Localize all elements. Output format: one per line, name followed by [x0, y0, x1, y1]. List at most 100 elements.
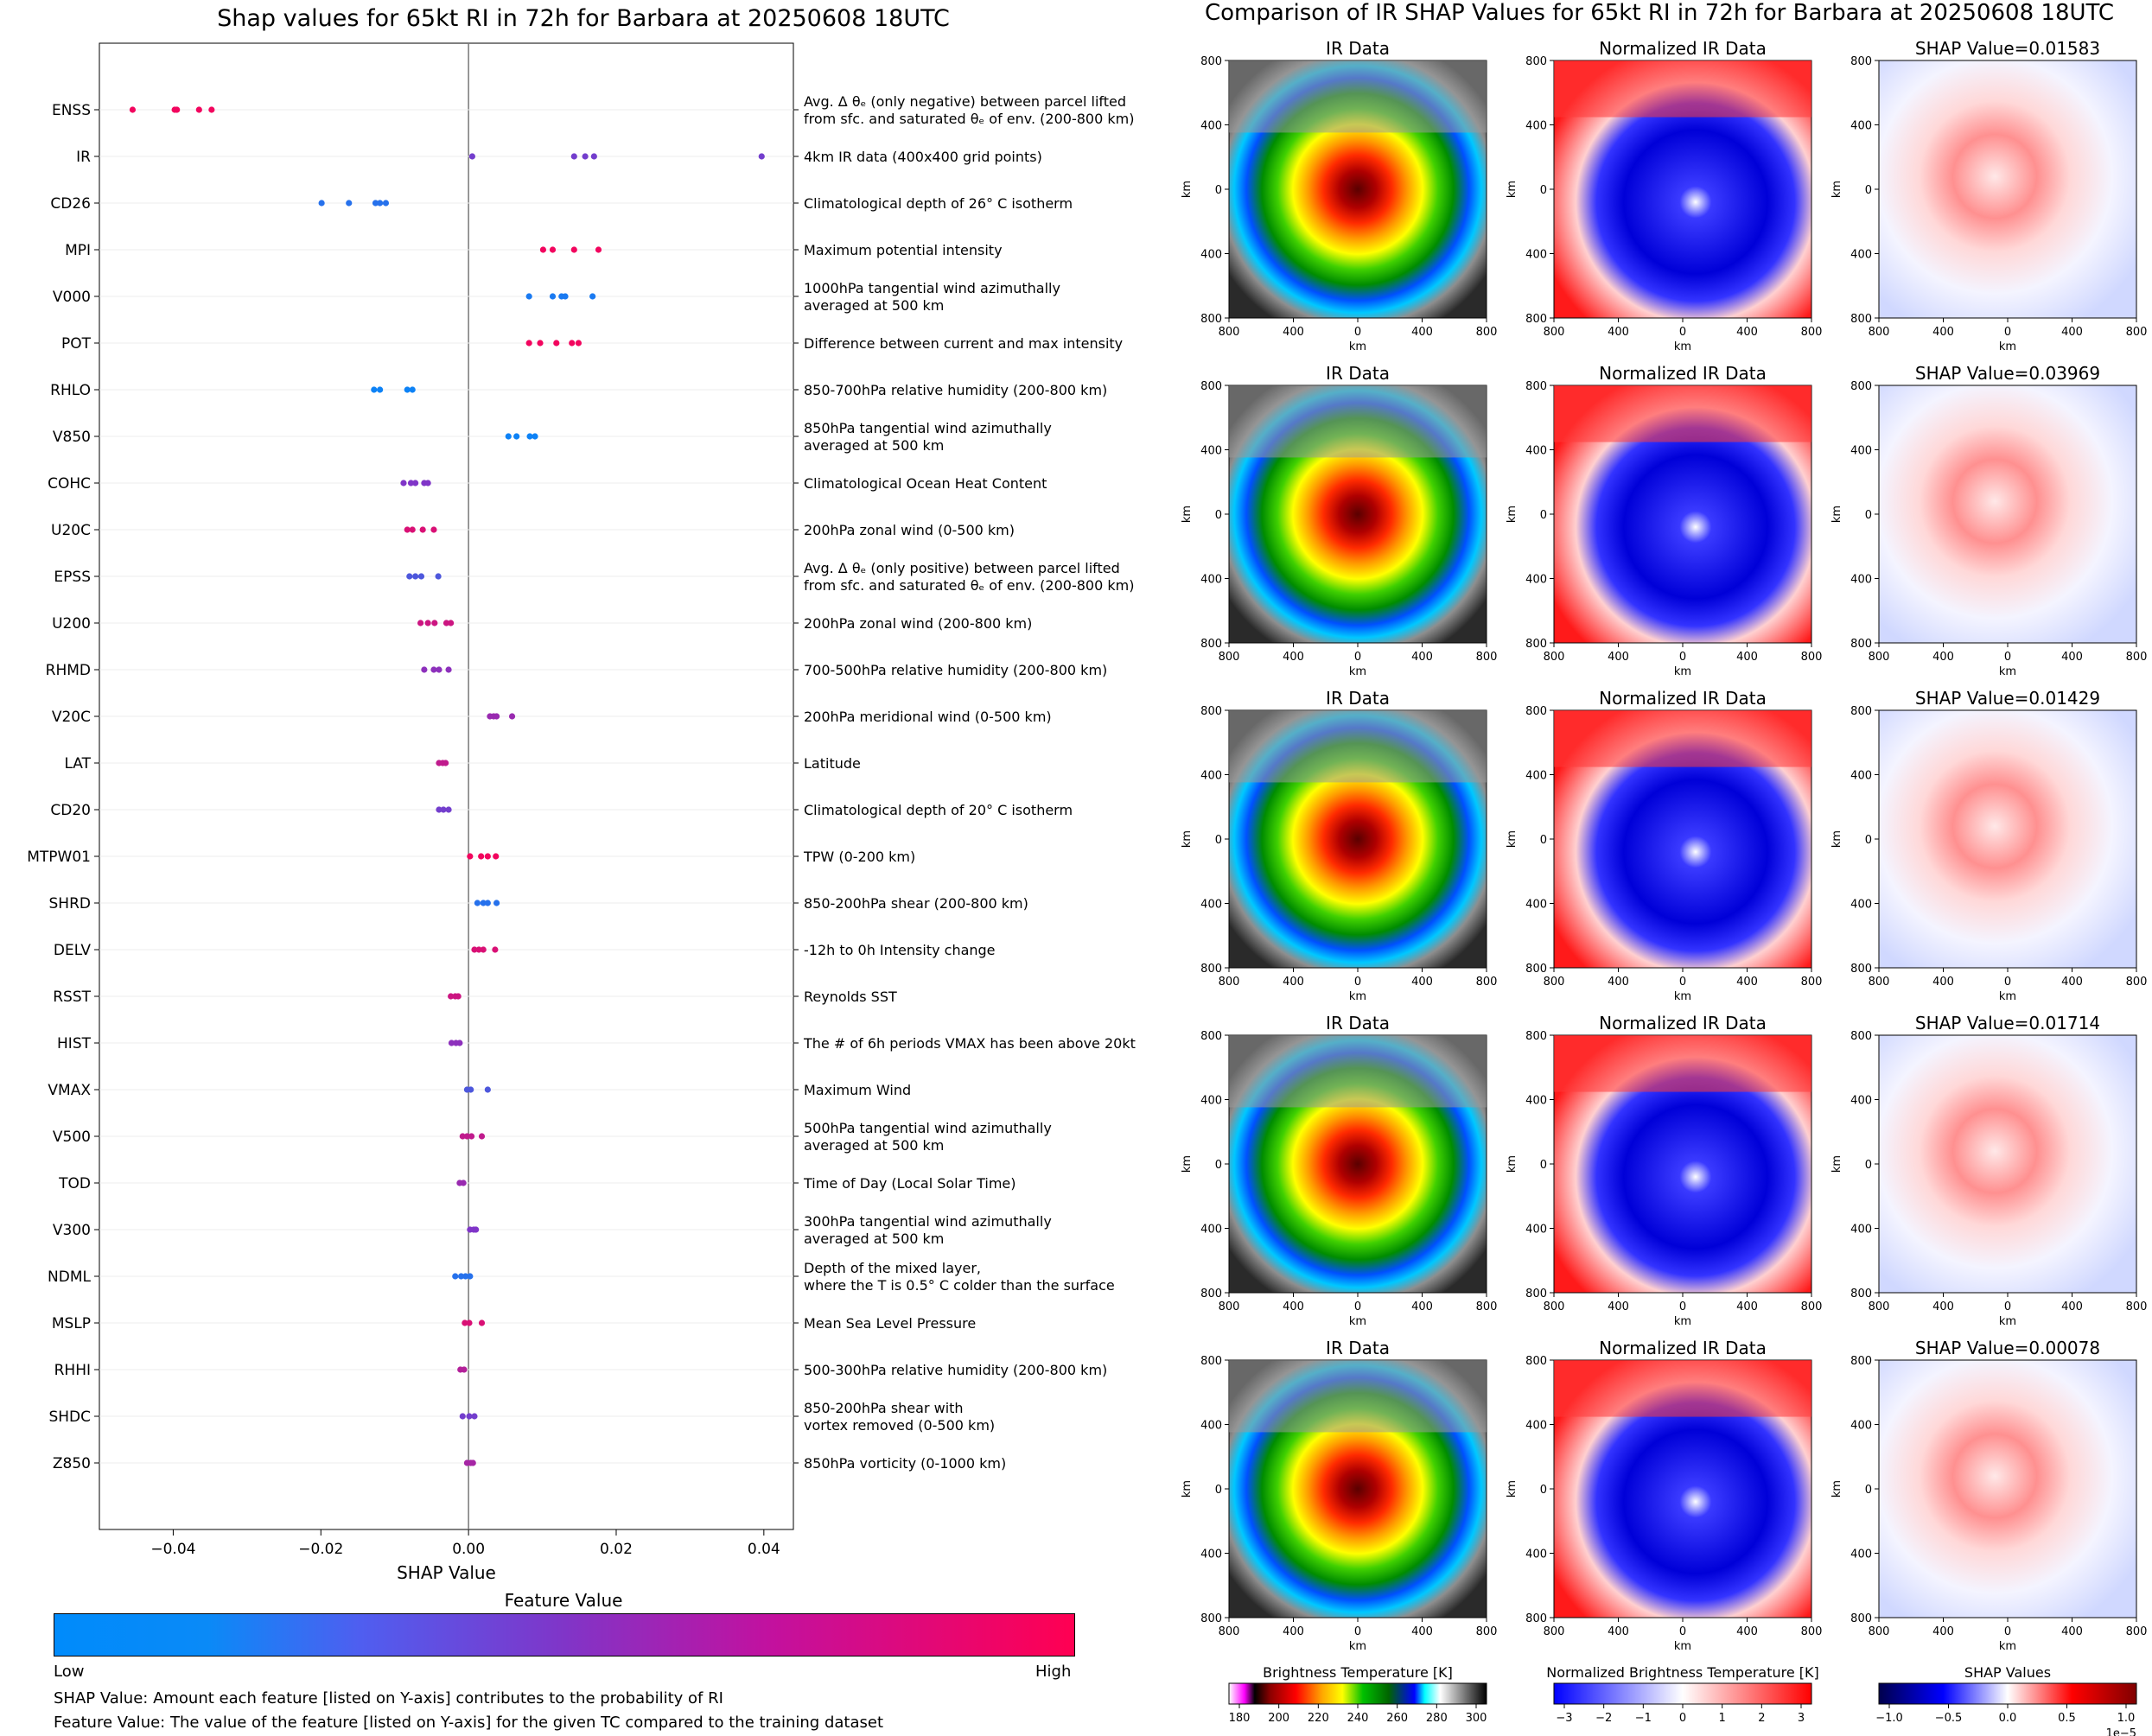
image-y-tick-label: 0	[1540, 509, 1547, 522]
image-y-tick-label: 400	[1850, 249, 1872, 262]
shap-point	[430, 666, 437, 673]
image-x-tick-label: 400	[1608, 1300, 1629, 1313]
feature-label: MSLP	[52, 1315, 91, 1332]
shap-point	[412, 480, 419, 486]
shap-point	[424, 620, 431, 626]
feature-description: Climatological Ocean Heat Content	[804, 475, 1047, 492]
image-y-tick-label: 400	[1200, 899, 1222, 912]
ir-cold-region	[1229, 1035, 1487, 1108]
image-x-tick-label: 400	[1608, 651, 1629, 664]
shap-point	[372, 200, 379, 207]
feature-description: 850hPa tangential wind azimuthally	[804, 420, 1052, 436]
shap-point	[467, 1273, 474, 1280]
shap-point	[462, 1319, 468, 1326]
shap-point	[549, 246, 557, 253]
shap-point	[466, 1413, 473, 1420]
shap-point	[462, 1273, 469, 1280]
image-x-tick-label: 0	[1679, 651, 1686, 664]
feature-description: averaged at 500 km	[804, 437, 944, 454]
image-y-tick-label: 800	[1525, 380, 1547, 393]
image-y-tick-label: 400	[1850, 574, 1872, 587]
image-x-axis-label: km	[1349, 1640, 1366, 1653]
image-y-axis-label: km	[1506, 1480, 1518, 1498]
image-y-tick-label: 800	[1200, 963, 1222, 976]
feature-label: RHLO	[50, 382, 91, 399]
shap-point	[406, 573, 413, 580]
shap-point	[318, 200, 325, 207]
image-y-tick-label: 800	[1200, 1288, 1222, 1300]
colorbar-tick-label: 2	[1758, 1712, 1765, 1725]
image-x-tick-label: 400	[1736, 976, 1758, 989]
image-y-axis-label: km	[1830, 1155, 1843, 1173]
normalized-warm-region	[1554, 710, 1811, 767]
shap-point	[525, 293, 532, 300]
x-tick-label: 0.04	[748, 1541, 780, 1558]
image-y-tick-label: 400	[1200, 1548, 1222, 1561]
image-y-tick-label: 400	[1200, 1420, 1222, 1433]
feature-label: COHC	[48, 475, 91, 493]
image-y-tick-label: 0	[1215, 1484, 1222, 1497]
image-y-axis-label: km	[1830, 830, 1843, 848]
feature-label: SHDC	[48, 1409, 91, 1426]
image-y-tick-label: 0	[1540, 184, 1547, 197]
image-x-tick-label: 800	[1869, 651, 1890, 664]
image-y-tick-label: 400	[1850, 1224, 1872, 1237]
shap-point	[445, 806, 452, 813]
shap-point	[532, 433, 538, 440]
image-title: IR Data	[1326, 688, 1390, 709]
normalized-warm-region	[1554, 385, 1811, 442]
image-title: IR Data	[1326, 38, 1390, 59]
shap-point	[553, 340, 560, 347]
shap-point	[468, 153, 475, 160]
image-y-tick-label: 400	[1200, 249, 1222, 262]
image-y-axis-label: km	[1506, 506, 1518, 523]
image-title: IR Data	[1326, 1013, 1390, 1033]
image-x-axis-label: km	[1674, 1640, 1691, 1653]
comparison-title: Comparison of IR SHAP Values for 65kt RI…	[1204, 0, 2115, 26]
colorbar-tick-label: 0	[1679, 1712, 1686, 1725]
shap-point	[463, 1133, 471, 1140]
feature-description: Reynolds SST	[804, 989, 897, 1005]
ir-image-grid: IR Data80080040040000400400800800kmkmNor…	[1181, 38, 2148, 1736]
colorbar-low-label: Low	[54, 1663, 85, 1681]
image-y-axis-label: km	[1830, 181, 1843, 198]
feature-label: V850	[53, 429, 91, 446]
shap-point	[484, 1086, 491, 1093]
colorbar-tick-label: −1.0	[1875, 1712, 1903, 1725]
feature-description: Mean Sea Level Pressure	[804, 1315, 976, 1332]
image-x-tick-label: 800	[1544, 976, 1565, 989]
shap-point	[493, 900, 500, 906]
image-y-tick-label: 400	[1525, 1548, 1547, 1561]
shap-point	[195, 106, 202, 113]
image-x-tick-label: 800	[1801, 651, 1823, 664]
feature-description: 500-300hPa relative humidity (200-800 km…	[804, 1362, 1107, 1378]
feature-label: U200	[52, 615, 91, 633]
feature-label: LAT	[64, 755, 91, 773]
image-x-tick-label: 800	[2126, 1300, 2148, 1313]
shap-point	[436, 666, 442, 673]
image-x-tick-label: 800	[1476, 326, 1498, 339]
image-y-axis-label: km	[1181, 1155, 1194, 1173]
shap-point	[442, 760, 449, 766]
image-y-tick-label: 0	[1540, 1159, 1547, 1172]
image-x-tick-label: 0	[1354, 651, 1361, 664]
shap-point	[448, 993, 455, 1000]
image-x-tick-label: 400	[1736, 651, 1758, 664]
image-x-tick-label: 800	[1476, 976, 1498, 989]
image-x-tick-label: 400	[1608, 326, 1629, 339]
image-y-tick-label: 800	[1850, 963, 1872, 976]
image-x-tick-label: 400	[1411, 1625, 1433, 1638]
image-y-tick-label: 400	[1850, 770, 1872, 783]
image-x-tick-label: 800	[1219, 1625, 1240, 1638]
colorbar	[1878, 1682, 2137, 1705]
image-y-axis-label: km	[1830, 1480, 1843, 1498]
image-x-tick-label: 800	[1801, 1625, 1823, 1638]
colorbar-tick-label: −0.5	[1935, 1712, 1963, 1725]
image-y-tick-label: 800	[1200, 380, 1222, 393]
image-y-tick-label: 400	[1525, 1224, 1547, 1237]
image-x-axis-label: km	[1999, 990, 2016, 1003]
ir-cold-region	[1229, 60, 1487, 133]
image-x-tick-label: 400	[1283, 1300, 1304, 1313]
image-y-tick-label: 0	[1215, 184, 1222, 197]
feature-description: Avg. Δ θₑ (only positive) between parcel…	[804, 560, 1120, 576]
